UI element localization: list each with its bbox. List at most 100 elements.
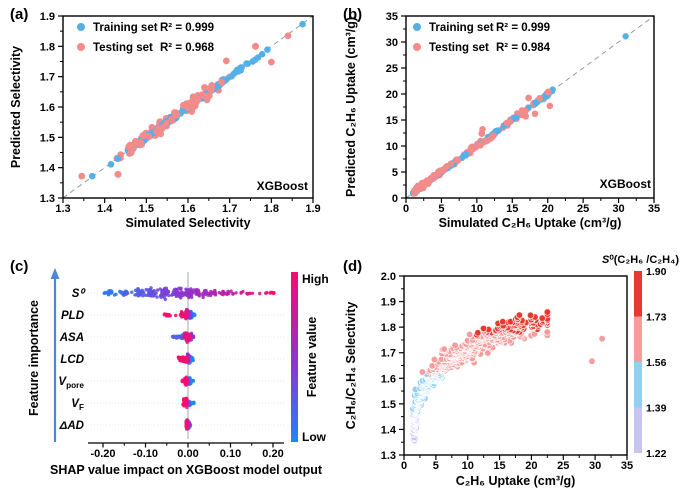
feature-label-ASA: ASA (59, 332, 84, 344)
legend-marker (77, 43, 85, 51)
feature-label-Vpore: Vpore (58, 376, 84, 390)
legend: Training set R² = 0.999 Testing set R² = 0.… (77, 22, 215, 54)
panel-b-chart: 0 5 10 15 20 25 30 35 0 5 10 15 20 25 30 35 Simulated C₂… (344, 11, 660, 230)
y-tick-label: 1.3 (40, 193, 55, 205)
panel-c: (c) S⁰ PLD ASA LCD Vpore VF ΔAD -0.20 -0.10 0.00 0… (0, 250, 341, 500)
x-tick-label: 35 (648, 203, 660, 215)
points-testing-overlay (114, 42, 259, 178)
panel-c-label: (c) (10, 258, 29, 275)
beeswarm-row-ASA (170, 331, 196, 344)
legend-marker (413, 23, 421, 31)
y-tick-label: 30 (386, 37, 398, 49)
panel-b: (b) 0 5 10 15 20 25 30 35 0 5 10 15 20 25 30 35 Simulate… (341, 0, 683, 250)
colorbar-low-label: Low (302, 430, 327, 444)
colorbar-high-label: High (302, 272, 329, 286)
legend-r2: R² = 0.999 (160, 22, 214, 34)
selectivity-colorbar: 1.90 1.73 1.56 1.39 1.22 (634, 266, 667, 460)
y-axis-title: Predicted Selectivity (9, 46, 23, 168)
x-tick-label: 0 (403, 203, 409, 215)
beeswarm-row-LCD (176, 352, 195, 365)
feature-value-colorbar (291, 272, 298, 442)
y-tick-label: 1.4 (40, 163, 56, 175)
beeswarm-row-S0 (102, 286, 276, 302)
x-tick-label: 5 (433, 460, 439, 472)
colorbar-tick-label: 1.56 (646, 357, 667, 369)
feature-importance-label: Feature importance (27, 300, 41, 416)
panel-b-label: (b) (343, 6, 363, 23)
legend-marker (77, 23, 85, 31)
colorbar-tick-label: 1.90 (646, 266, 667, 278)
x-tick-label: 10 (471, 203, 483, 215)
colorbar-tick-label: 1.22 (646, 448, 667, 460)
x-tick-label: 1.4 (97, 203, 113, 215)
y-axis-title: Predicted C₂H₆ Uptake (cm³/g) (344, 17, 358, 197)
x-tick-label: 0.00 (177, 448, 198, 460)
x-axis-title: Simulated Selectivity (125, 216, 250, 230)
x-tick-label: 0.10 (220, 448, 241, 460)
axis-ticks: 1.3 1.4 1.5 1.6 1.7 1.8 1.9 1.3 1.4 1.5 1.6 1.7 1.8 1… (40, 11, 321, 215)
x-tick-label: 10 (462, 460, 474, 472)
x-tick-label: 1.7 (222, 203, 237, 215)
x-tick-label: 1.3 (55, 203, 70, 215)
y-tick-label: 1.4 (381, 424, 397, 436)
feature-label-S0: S⁰ (72, 288, 87, 300)
y-tick-label: 1.8 (381, 322, 396, 334)
y-tick-label: 15 (386, 115, 398, 127)
points-testing-overlay (411, 88, 552, 197)
legend-label: Testing set (93, 42, 153, 54)
x-tick-label: 1.8 (264, 203, 279, 215)
x-axis-title: SHAP value impact on XGBoost model outpu… (50, 463, 323, 477)
y-tick-label: 20 (386, 89, 398, 101)
x-tick-label: 1.9 (305, 203, 320, 215)
legend-r2: R² = 0.968 (160, 42, 215, 54)
y-tick-label: 1.7 (381, 348, 396, 360)
panel-d: (d) 0 5 10 15 20 25 30 35 1.3 1.4 1.5 1.6 1.7 1.8 1.9 2… (341, 250, 683, 500)
beeswarm-row-PLD (162, 307, 197, 321)
legend-marker (413, 43, 421, 51)
panel-a-chart: 1.3 1.4 1.5 1.6 1.7 1.8 1.9 1.3 1.4 1.5 1.6 1.7 1.8 1… (9, 11, 321, 230)
y-tick-label: 1.7 (40, 72, 55, 84)
y-tick-label: 5 (392, 167, 398, 179)
y-tick-label: 25 (386, 63, 398, 75)
y-axis-title: C₂H₆/C₂H₄ Selectivity (344, 302, 358, 430)
y-tick-label: 1.6 (381, 373, 396, 385)
colorbar-tick-label: 1.73 (646, 312, 667, 324)
y-tick-label: 1.5 (381, 399, 396, 411)
legend-label: Training set (93, 22, 158, 34)
y-tick-label: 35 (386, 11, 398, 23)
legend-label: Testing set (429, 42, 489, 54)
x-tick-label: 20 (542, 203, 554, 215)
x-tick-label: 1.5 (139, 203, 154, 215)
feature-label-LCD: LCD (60, 354, 84, 366)
feature-label-VF: VF (71, 398, 84, 412)
legend-r2: R² = 0.984 (496, 42, 551, 54)
y-tick-label: 1.5 (40, 132, 55, 144)
panel-a: (a) 1.3 1.4 1.5 1.6 1.7 1.8 1.9 1.3 1.4 1.5 1.6 1.7… (0, 0, 341, 250)
panel-a-label: (a) (10, 6, 29, 23)
x-axis-title: C₂H₆ Uptake (cm³/g) (456, 474, 576, 488)
beeswarm-row-dAD (184, 418, 193, 431)
importance-arrowhead (50, 268, 60, 279)
panel-c-chart: S⁰ PLD ASA LCD Vpore VF ΔAD -0.20 -0.10 0.00 0.10 0… (27, 268, 329, 477)
x-tick-label: 35 (621, 460, 633, 472)
panel-d-chart: 0 5 10 15 20 25 30 35 1.3 1.4 1.5 1.6 1.7 1.8 1.9 2.0 C₂… (344, 254, 679, 488)
x-tick-label: 15 (506, 203, 518, 215)
y-tick-label: 1.8 (40, 41, 55, 53)
y-tick-label: 10 (386, 141, 398, 153)
colorbar-tick-label: 1.39 (646, 403, 667, 415)
feature-label-PLD: PLD (61, 310, 84, 322)
x-axis-title: Simulated C₂H₆ Uptake (cm³/g) (439, 216, 622, 230)
x-tick-label: 25 (577, 203, 589, 215)
y-tick-label: 2.0 (381, 271, 396, 283)
x-tick-label: 1.6 (180, 203, 195, 215)
x-tick-label: 5 (438, 203, 444, 215)
y-tick-label: 0 (392, 193, 398, 205)
model-annotation: XGBoost (257, 179, 308, 193)
beeswarm-row-VF (181, 396, 196, 410)
axis-ticks: 0 5 10 15 20 25 30 35 0 5 10 15 20 25 30 35 (386, 11, 660, 215)
x-tick-label: 30 (612, 203, 624, 215)
x-tick-label: 0.20 (262, 448, 283, 460)
x-tick-label: 25 (557, 460, 569, 472)
y-tick-label: 1.6 (40, 102, 55, 114)
